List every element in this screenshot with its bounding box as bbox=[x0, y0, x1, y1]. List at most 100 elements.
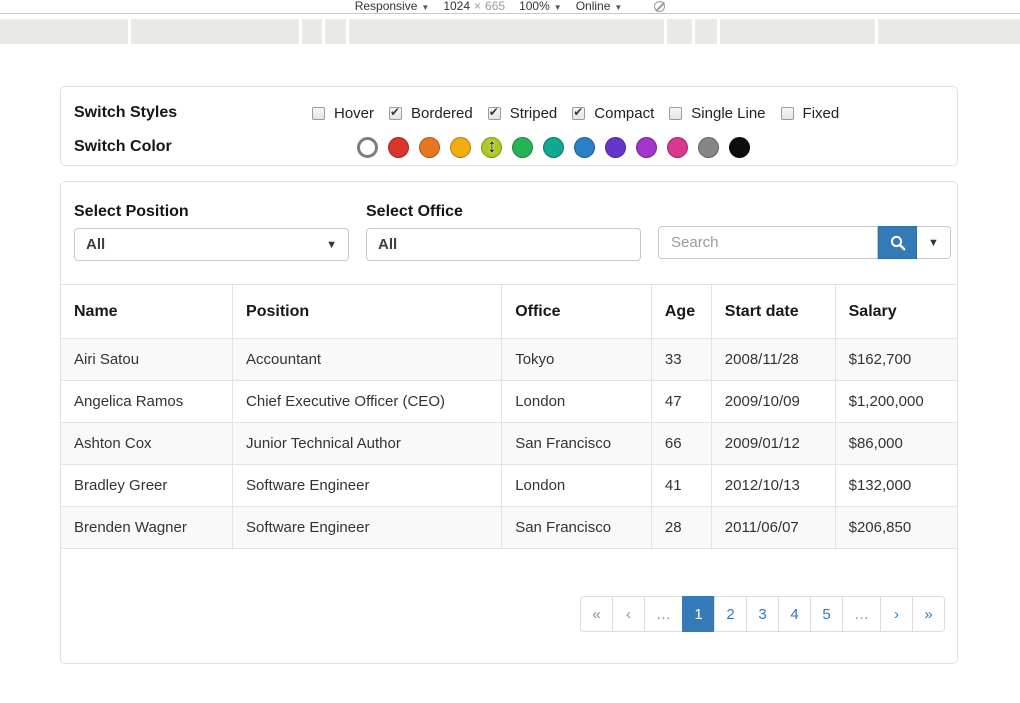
column-header-salary[interactable]: Salary bbox=[835, 285, 957, 339]
strip-segment bbox=[720, 19, 875, 44]
table-header-row: NamePositionOfficeAgeStart dateSalary bbox=[61, 285, 957, 339]
zoom-level-label: 100% bbox=[519, 0, 550, 13]
table-cell: Brenden Wagner bbox=[61, 507, 233, 549]
strip-segment bbox=[695, 19, 717, 44]
table-cell: Angelica Ramos bbox=[61, 381, 233, 423]
position-select[interactable]: All ▼ bbox=[74, 228, 349, 261]
network-status-label: Online bbox=[576, 0, 611, 13]
table-cell: San Francisco bbox=[502, 507, 652, 549]
table-cell: 2012/10/13 bbox=[711, 465, 835, 507]
pagination-page-1[interactable]: 1 bbox=[682, 596, 715, 632]
zoom-dropdown[interactable]: 100% ▼ bbox=[519, 0, 562, 13]
table-cell: 2009/01/12 bbox=[711, 423, 835, 465]
table-cell: 2011/06/07 bbox=[711, 507, 835, 549]
checkbox-compact[interactable] bbox=[572, 107, 585, 120]
style-toggle-group: HoverBorderedStripedCompactSingle LineFi… bbox=[312, 105, 839, 122]
table-body: Airi SatouAccountantTokyo332008/11/28$16… bbox=[61, 339, 957, 549]
strip-segment bbox=[302, 19, 322, 44]
employee-table: NamePositionOfficeAgeStart dateSalary Ai… bbox=[61, 284, 957, 549]
color-swatch-orange[interactable] bbox=[419, 137, 440, 158]
table-cell: 2008/11/28 bbox=[711, 339, 835, 381]
color-swatch-red[interactable] bbox=[388, 137, 409, 158]
style-toggle-hover: Hover bbox=[312, 105, 374, 122]
color-swatch-white-outline[interactable] bbox=[357, 137, 378, 158]
color-swatch-grey[interactable] bbox=[698, 137, 719, 158]
color-swatch-blue[interactable] bbox=[574, 137, 595, 158]
search-button[interactable] bbox=[878, 226, 917, 259]
column-header-start-date[interactable]: Start date bbox=[711, 285, 835, 339]
color-swatch-green[interactable] bbox=[512, 137, 533, 158]
pagination-page-5[interactable]: 5 bbox=[810, 596, 843, 632]
toggle-label: Striped bbox=[510, 105, 558, 122]
checkbox-single-line[interactable] bbox=[669, 107, 682, 120]
chevron-down-icon: ▼ bbox=[421, 1, 429, 14]
pagination-last-page[interactable]: » bbox=[912, 596, 945, 632]
table-row: Bradley GreerSoftware EngineerLondon4120… bbox=[61, 465, 957, 507]
color-swatch-group bbox=[357, 137, 750, 158]
style-toggle-striped: Striped bbox=[488, 105, 558, 122]
column-header-age[interactable]: Age bbox=[651, 285, 711, 339]
pagination-ellipsis-left: … bbox=[644, 596, 683, 632]
select-office-label: Select Office bbox=[366, 203, 641, 221]
column-header-position[interactable]: Position bbox=[233, 285, 502, 339]
viewport-width-input[interactable]: 1024 bbox=[443, 0, 470, 13]
style-toggle-single-line: Single Line bbox=[669, 105, 765, 122]
table-cell: $1,200,000 bbox=[835, 381, 957, 423]
table-cell: London bbox=[502, 465, 652, 507]
pagination-page-3[interactable]: 3 bbox=[746, 596, 779, 632]
resize-cursor-icon: ↕ bbox=[487, 136, 497, 158]
color-swatch-amber[interactable] bbox=[450, 137, 471, 158]
color-swatch-black[interactable] bbox=[729, 137, 750, 158]
devtools-toolbar: Responsive ▼ 1024 × 665 100% ▼ Online ▼ bbox=[0, 0, 1020, 14]
table-cell: London bbox=[502, 381, 652, 423]
color-swatch-purple[interactable] bbox=[636, 137, 657, 158]
blurred-chrome-strip bbox=[0, 14, 1020, 44]
search-icon bbox=[890, 235, 906, 251]
table-cell: Junior Technical Author bbox=[233, 423, 502, 465]
search-input[interactable] bbox=[658, 226, 878, 259]
table-cell: $86,000 bbox=[835, 423, 957, 465]
checkbox-striped[interactable] bbox=[488, 107, 501, 120]
style-switch-panel: Switch Styles Hover Bordered Striped Compac… bbox=[60, 86, 958, 166]
style-toggle-bordered: Bordered bbox=[389, 105, 473, 122]
pagination-page-2[interactable]: 2 bbox=[714, 596, 747, 632]
position-select-value: All bbox=[86, 236, 105, 253]
checkbox-bordered[interactable] bbox=[389, 107, 402, 120]
table-cell: Airi Satou bbox=[61, 339, 233, 381]
office-input-value: All bbox=[378, 236, 397, 253]
column-header-office[interactable]: Office bbox=[502, 285, 652, 339]
color-swatch-teal[interactable] bbox=[543, 137, 564, 158]
checkbox-hover[interactable] bbox=[312, 107, 325, 120]
column-header-name[interactable]: Name bbox=[61, 285, 233, 339]
table-row: Angelica RamosChief Executive Officer (C… bbox=[61, 381, 957, 423]
page-viewport: ↕ Switch Styles Hover Bordered Striped Comp… bbox=[0, 86, 1020, 664]
disable-cache-icon[interactable] bbox=[654, 1, 665, 12]
table-cell: 47 bbox=[651, 381, 711, 423]
pagination-next-page[interactable]: › bbox=[880, 596, 913, 632]
search-options-button[interactable]: ▼ bbox=[917, 226, 951, 259]
color-swatch-violet[interactable] bbox=[605, 137, 626, 158]
strip-segment bbox=[325, 19, 346, 44]
chevron-down-icon: ▼ bbox=[554, 1, 562, 14]
table-cell: 28 bbox=[651, 507, 711, 549]
table-row: Brenden WagnerSoftware EngineerSan Franc… bbox=[61, 507, 957, 549]
pagination-ellipsis-right: … bbox=[842, 596, 881, 632]
table-cell: 33 bbox=[651, 339, 711, 381]
checkbox-fixed[interactable] bbox=[781, 107, 794, 120]
toggle-label: Single Line bbox=[691, 105, 765, 122]
throttling-dropdown[interactable]: Online ▼ bbox=[576, 0, 623, 13]
table-cell: 2009/10/09 bbox=[711, 381, 835, 423]
style-toggle-compact: Compact bbox=[572, 105, 654, 122]
viewport-height-input[interactable]: 665 bbox=[485, 0, 505, 13]
pagination-page-4[interactable]: 4 bbox=[778, 596, 811, 632]
office-input[interactable]: All bbox=[366, 228, 641, 261]
switch-styles-label: Switch Styles bbox=[74, 104, 312, 122]
chevron-down-icon: ▼ bbox=[326, 239, 337, 251]
dimension-separator: × bbox=[474, 0, 481, 13]
table-cell: Chief Executive Officer (CEO) bbox=[233, 381, 502, 423]
pagination-first-page: « bbox=[580, 596, 613, 632]
chevron-down-icon: ▼ bbox=[928, 237, 939, 249]
device-mode-dropdown[interactable]: Responsive ▼ bbox=[355, 0, 430, 13]
color-swatch-pink[interactable] bbox=[667, 137, 688, 158]
table-cell: Bradley Greer bbox=[61, 465, 233, 507]
